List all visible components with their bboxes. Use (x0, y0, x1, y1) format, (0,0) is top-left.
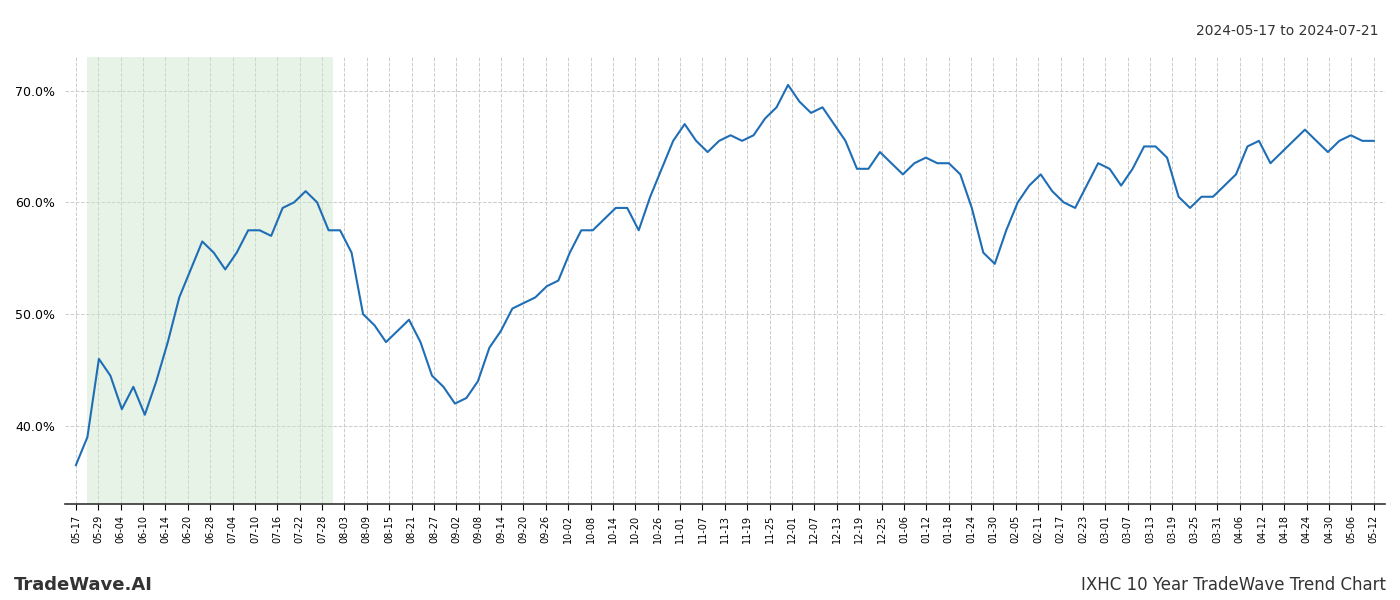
Text: IXHC 10 Year TradeWave Trend Chart: IXHC 10 Year TradeWave Trend Chart (1081, 576, 1386, 594)
Text: TradeWave.AI: TradeWave.AI (14, 576, 153, 594)
Bar (87, 57, 333, 504)
Text: 2024-05-17 to 2024-07-21: 2024-05-17 to 2024-07-21 (1197, 24, 1379, 38)
